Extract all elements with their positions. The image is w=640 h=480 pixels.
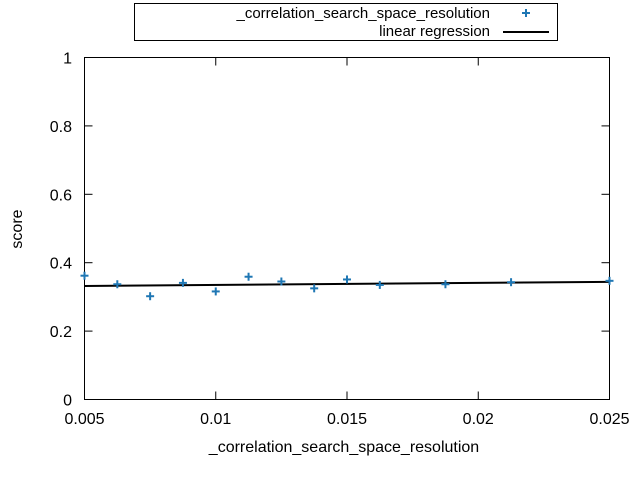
y-tick-label: 0 xyxy=(63,393,72,410)
y-axis-title: score xyxy=(9,209,26,248)
legend: _correlation_search_space_resolution lin… xyxy=(134,3,558,41)
x-axis-title: _correlation_search_space_resolution xyxy=(208,439,479,456)
data-point xyxy=(80,271,89,280)
legend-label-regression: linear regression xyxy=(379,23,490,40)
x-tick-label: 0.005 xyxy=(64,411,104,428)
y-tick-label: 0.2 xyxy=(50,324,72,341)
y-axis: 0 0.2 0.4 0.6 0.8 1 xyxy=(50,51,610,410)
x-tick-label: 0.025 xyxy=(589,411,629,428)
x-tick-label: 0.015 xyxy=(327,411,367,428)
data-point xyxy=(441,280,450,289)
data-point xyxy=(310,284,319,293)
data-point xyxy=(211,287,220,296)
data-point xyxy=(507,278,516,287)
plot-frame xyxy=(84,57,610,400)
data-point xyxy=(343,275,351,284)
data-point xyxy=(605,276,614,285)
data-point xyxy=(178,278,187,287)
y-tick-label: 0.6 xyxy=(50,187,72,204)
y-tick-label: 1 xyxy=(63,51,72,68)
legend-label-scatter: _correlation_search_space_resolution xyxy=(236,5,491,22)
data-point xyxy=(244,272,253,281)
legend-marker-plus xyxy=(522,9,530,17)
points-layer xyxy=(80,271,614,301)
data-point xyxy=(375,280,384,289)
data-point xyxy=(277,277,286,286)
x-axis: 0.005 0.01 0.015 0.02 0.025 xyxy=(64,57,630,428)
legend-plus-marker xyxy=(522,9,530,17)
data-point xyxy=(146,292,155,301)
x-tick-label: 0.02 xyxy=(463,411,494,428)
y-tick-label: 0.4 xyxy=(50,256,72,273)
data-point xyxy=(113,280,122,289)
regression-line xyxy=(84,280,610,287)
x-tick-label: 0.01 xyxy=(200,411,231,428)
regression-layer xyxy=(84,280,610,287)
legend-frame xyxy=(134,3,558,41)
y-tick-label: 0.8 xyxy=(50,119,72,136)
